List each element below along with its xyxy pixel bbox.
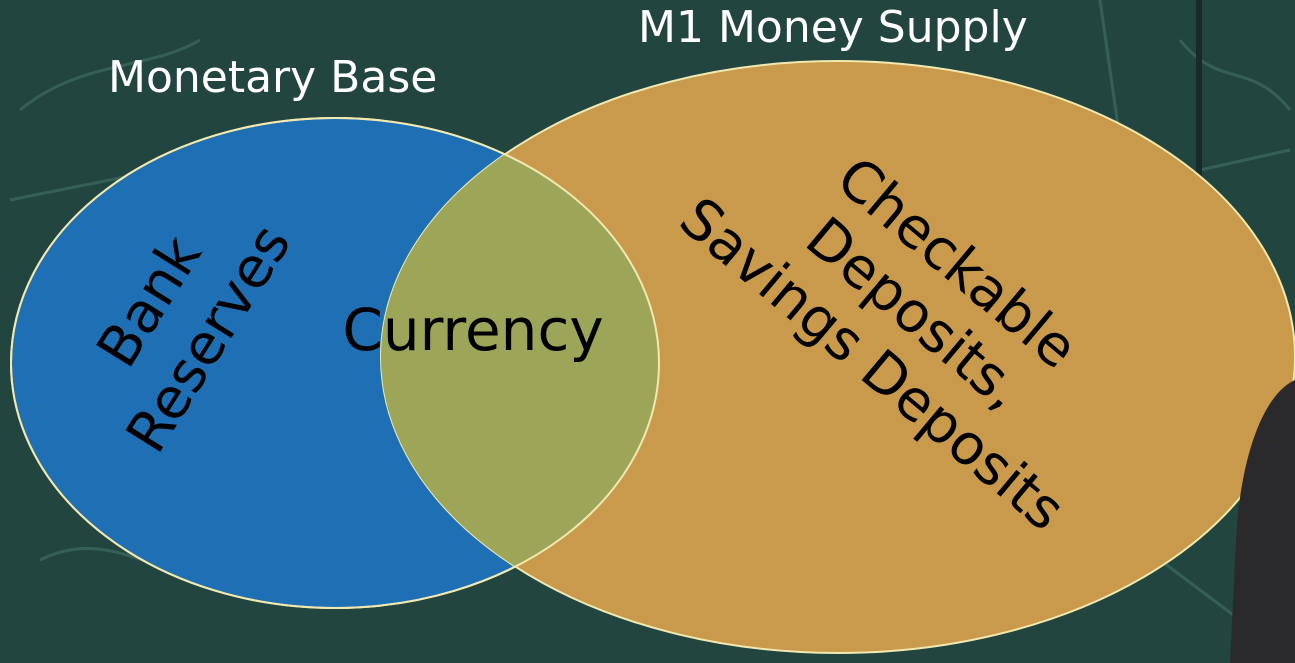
monetary-base-title: Monetary Base bbox=[108, 52, 438, 103]
monetary-base-outline bbox=[10, 117, 660, 609]
presenter-silhouette bbox=[1230, 380, 1295, 663]
m1-money-supply-title: M1 Money Supply bbox=[638, 2, 1028, 53]
currency-label: Currency bbox=[342, 296, 603, 364]
